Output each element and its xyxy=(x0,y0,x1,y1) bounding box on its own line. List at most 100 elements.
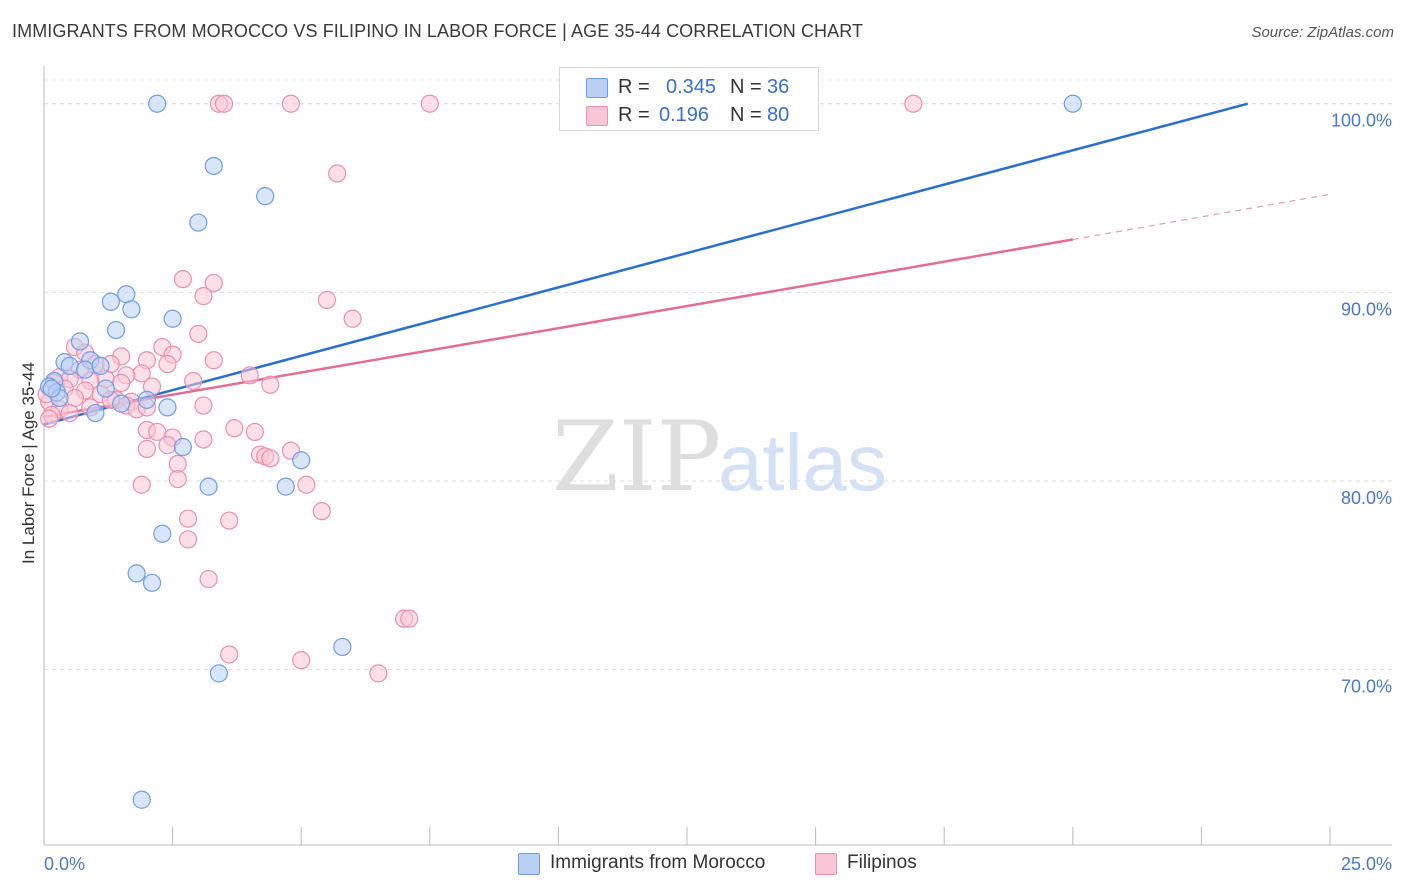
data-point-filipinos xyxy=(199,569,218,589)
data-point-morocco xyxy=(256,187,275,206)
data-point-filipinos xyxy=(178,509,198,528)
data-point-filipinos xyxy=(184,371,203,391)
data-point-filipinos xyxy=(194,396,213,415)
data-point-filipinos xyxy=(173,270,192,289)
data-point-filipinos xyxy=(40,409,59,428)
legend-r-label: R = xyxy=(618,104,650,126)
data-point-filipinos xyxy=(261,449,280,468)
data-point-filipinos xyxy=(132,475,151,494)
data-point-morocco xyxy=(70,332,90,351)
data-point-filipinos xyxy=(204,273,223,293)
data-point-filipinos xyxy=(189,324,208,343)
legend-n-value: 36 xyxy=(767,76,790,98)
legend-swatch-filipinos xyxy=(586,106,608,126)
data-point-filipinos xyxy=(178,530,198,549)
data-point-filipinos xyxy=(312,502,331,521)
legend-row-morocco: R = 0.345 N = 36 xyxy=(560,73,818,101)
legend-n-label: N = xyxy=(730,104,762,126)
legend-r-value: 0.196 xyxy=(659,104,710,126)
data-point-morocco xyxy=(86,403,105,423)
bottom-legend-swatch-morocco xyxy=(518,853,540,875)
data-point-morocco xyxy=(96,379,115,398)
data-point-filipinos xyxy=(194,430,213,449)
data-point-morocco xyxy=(148,94,167,113)
data-point-morocco xyxy=(127,564,146,583)
data-point-filipinos xyxy=(261,375,280,394)
data-point-morocco xyxy=(199,477,218,496)
data-point-morocco xyxy=(276,477,295,496)
trend-lines xyxy=(43,102,1331,426)
data-point-morocco xyxy=(173,437,192,457)
data-point-filipinos xyxy=(297,475,316,494)
x-tick-label: 25.0% xyxy=(1341,854,1392,874)
data-point-filipinos xyxy=(168,469,187,489)
y-tick-label: 90.0% xyxy=(1341,299,1392,319)
data-point-filipinos xyxy=(420,94,439,113)
data-point-morocco xyxy=(137,390,156,409)
trend-line-filipinos-extension xyxy=(1072,193,1331,241)
data-point-filipinos xyxy=(60,403,79,423)
data-point-morocco xyxy=(204,156,223,176)
data-point-morocco xyxy=(163,309,182,328)
data-point-morocco xyxy=(112,394,131,413)
bottom-legend-label-filipinos: Filipinos xyxy=(847,852,917,873)
data-point-filipinos xyxy=(158,436,177,455)
data-point-filipinos xyxy=(158,354,177,374)
y-axis-label: In Labor Force | Age 35-44 xyxy=(19,362,38,564)
data-point-morocco xyxy=(42,379,61,398)
data-point-morocco xyxy=(189,213,208,232)
data-point-filipinos xyxy=(369,664,388,683)
data-point-morocco xyxy=(333,637,352,657)
trend-line-filipinos xyxy=(43,238,1074,419)
data-point-filipinos xyxy=(317,290,337,309)
legend-r-label: R = xyxy=(618,76,650,98)
axes xyxy=(43,66,1392,846)
data-point-filipinos xyxy=(65,388,84,408)
data-point-morocco xyxy=(292,451,311,470)
data-point-filipinos xyxy=(904,94,923,113)
data-point-filipinos xyxy=(137,439,156,458)
tick-labels: 70.0% 80.0% 90.0% 100.0% 0.0% 25.0% xyxy=(44,111,1392,874)
data-point-morocco xyxy=(76,360,95,379)
bottom-legend-swatch-filipinos xyxy=(815,853,837,875)
bottom-legend-label-morocco: Immigrants from Morocco xyxy=(550,852,766,873)
watermark-zip: ZIP xyxy=(552,401,721,513)
data-point-morocco xyxy=(101,292,120,311)
data-point-filipinos xyxy=(168,454,187,474)
source-credit: Source: ZipAtlas.com xyxy=(1251,24,1394,41)
data-point-filipinos xyxy=(220,511,239,530)
data-point-filipinos xyxy=(400,609,419,628)
legend-n-value: 80 xyxy=(767,104,790,126)
legend-row-filipinos: R = 0.196 N = 80 xyxy=(560,101,818,129)
correlation-legend: R = 0.345 N = 36 R = 0.196 N = 80 xyxy=(559,67,819,131)
chart-title: IMMIGRANTS FROM MOROCCO VS FILIPINO IN L… xyxy=(12,21,864,41)
data-point-filipinos xyxy=(220,645,239,664)
data-point-morocco xyxy=(142,573,162,592)
data-point-morocco xyxy=(106,320,126,340)
data-point-morocco xyxy=(117,285,136,304)
data-points xyxy=(37,94,1082,809)
data-point-filipinos xyxy=(112,373,131,392)
data-point-filipinos xyxy=(240,366,259,385)
data-point-morocco xyxy=(153,524,172,543)
legend-n-label: N = xyxy=(730,76,762,98)
data-point-morocco xyxy=(91,356,110,376)
legend-r-value: 0.345 xyxy=(666,76,717,98)
watermark-atlas: atlas xyxy=(718,418,887,507)
data-point-morocco xyxy=(122,300,141,319)
y-tick-label: 100.0% xyxy=(1331,111,1392,131)
bottom-legend-filipinos: Filipinos xyxy=(815,850,945,878)
data-point-filipinos xyxy=(343,309,362,328)
y-tick-label: 80.0% xyxy=(1341,488,1392,508)
data-point-filipinos xyxy=(204,351,223,370)
bottom-legend-morocco: Immigrants from Morocco xyxy=(518,850,808,878)
data-point-filipinos xyxy=(245,422,265,442)
data-point-morocco xyxy=(1063,94,1082,113)
data-point-morocco xyxy=(60,356,79,376)
data-point-filipinos xyxy=(328,164,347,183)
data-point-filipinos xyxy=(281,94,301,113)
x-tick-label: 0.0% xyxy=(44,854,85,874)
data-point-filipinos xyxy=(214,94,234,113)
data-point-filipinos xyxy=(225,419,244,438)
